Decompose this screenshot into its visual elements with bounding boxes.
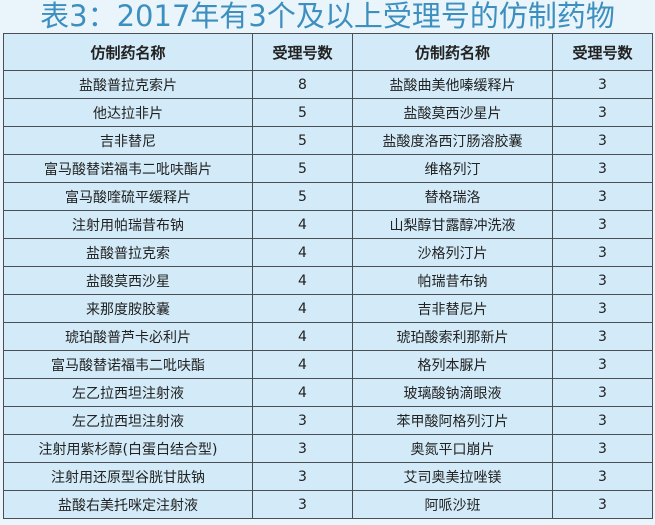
drug-name-cell: 富马酸替诺福韦二吡呋酯片 [3,154,253,183]
count-cell: 4 [252,322,353,351]
drug-name-cell: 盐酸普拉克索片 [3,70,253,99]
count-cell: 3 [552,266,653,295]
drug-name-cell: 注射用帕瑞昔布钠 [3,210,253,239]
header-count: 受理号数 [552,33,653,71]
drug-name-cell: 苯甲酸阿格列汀片 [352,406,553,435]
count-cell: 5 [252,98,353,127]
count-cell: 3 [552,490,653,519]
drug-name-cell: 盐酸莫西沙星 [3,266,253,295]
table-row: 左乙拉西坦注射液 4 玻璃酸钠滴眼液 3 [3,378,653,407]
table-title: 表3：2017年有3个及以上受理号的仿制药物 [40,0,615,33]
drug-name-cell: 艾司奥美拉唑镁 [352,462,553,491]
table-row: 盐酸莫西沙星 4 帕瑞昔布钠 3 [3,266,653,295]
count-cell: 3 [552,350,653,379]
generic-drugs-table: 仿制药名称 受理号数 仿制药名称 受理号数 盐酸普拉克索片 8 盐酸曲美他嗪缓释片 3… [3,33,653,519]
drug-name-cell: 盐酸度洛西汀肠溶胶囊 [352,126,553,155]
drug-name-cell: 盐酸普拉克索 [3,238,253,267]
drug-name-cell: 山梨醇甘露醇冲洗液 [352,210,553,239]
drug-name-cell: 盐酸莫西沙星片 [352,98,553,127]
table-row: 琥珀酸普芦卡必利片 4 琥珀酸索利那新片 3 [3,322,653,351]
count-cell: 3 [552,322,653,351]
count-cell: 3 [552,462,653,491]
drug-name-cell: 琥珀酸普芦卡必利片 [3,322,253,351]
table-row: 富马酸喹硫平缓释片 5 替格瑞洛 3 [3,182,653,211]
drug-name-cell: 他达拉非片 [3,98,253,127]
count-cell: 3 [552,238,653,267]
drug-name-cell: 注射用紫杉醇(白蛋白结合型) [3,434,253,463]
drug-name-cell: 琥珀酸索利那新片 [352,322,553,351]
count-cell: 3 [252,462,353,491]
header-count: 受理号数 [252,33,353,71]
drug-name-cell: 盐酸曲美他嗪缓释片 [352,70,553,99]
table-row: 来那度胺胶囊 4 吉非替尼片 3 [3,294,653,323]
count-cell: 8 [252,70,353,99]
header-drug-name: 仿制药名称 [352,33,553,71]
table-row: 盐酸右美托咪定注射液 3 阿哌沙班 3 [3,490,653,519]
table-row: 左乙拉西坦注射液 3 苯甲酸阿格列汀片 3 [3,406,653,435]
count-cell: 4 [252,378,353,407]
drug-name-cell: 沙格列汀片 [352,238,553,267]
table-row: 富马酸替诺福韦二吡呋酯 4 格列本脲片 3 [3,350,653,379]
drug-name-cell: 格列本脲片 [352,350,553,379]
table-row: 富马酸替诺福韦二吡呋酯片 5 维格列汀 3 [3,154,653,183]
count-cell: 4 [252,350,353,379]
drug-name-cell: 玻璃酸钠滴眼液 [352,378,553,407]
count-cell: 3 [552,154,653,183]
count-cell: 3 [552,434,653,463]
drug-name-cell: 富马酸喹硫平缓释片 [3,182,253,211]
drug-name-cell: 左乙拉西坦注射液 [3,406,253,435]
count-cell: 3 [552,406,653,435]
count-cell: 3 [552,294,653,323]
drug-name-cell: 阿哌沙班 [352,490,553,519]
drug-name-cell: 富马酸替诺福韦二吡呋酯 [3,350,253,379]
count-cell: 5 [252,154,353,183]
table-row: 盐酸普拉克索片 8 盐酸曲美他嗪缓释片 3 [3,70,653,99]
count-cell: 3 [252,406,353,435]
table-row: 注射用还原型谷胱甘肽钠 3 艾司奥美拉唑镁 3 [3,462,653,491]
count-cell: 5 [252,182,353,211]
count-cell: 4 [252,210,353,239]
count-cell: 3 [552,182,653,211]
drug-name-cell: 注射用还原型谷胱甘肽钠 [3,462,253,491]
drug-name-cell: 吉非替尼片 [352,294,553,323]
drug-name-cell: 帕瑞昔布钠 [352,266,553,295]
drug-name-cell: 吉非替尼 [3,126,253,155]
count-cell: 3 [552,70,653,99]
count-cell: 5 [252,126,353,155]
header-drug-name: 仿制药名称 [3,33,253,71]
count-cell: 3 [252,490,353,519]
count-cell: 3 [552,378,653,407]
count-cell: 4 [252,238,353,267]
table-row: 盐酸普拉克索 4 沙格列汀片 3 [3,238,653,267]
table-row: 注射用帕瑞昔布钠 4 山梨醇甘露醇冲洗液 3 [3,210,653,239]
drug-name-cell: 奥氮平口崩片 [352,434,553,463]
count-cell: 3 [252,434,353,463]
drug-name-cell: 来那度胺胶囊 [3,294,253,323]
drug-name-cell: 盐酸右美托咪定注射液 [3,490,253,519]
drug-name-cell: 左乙拉西坦注射液 [3,378,253,407]
table-row: 注射用紫杉醇(白蛋白结合型) 3 奥氮平口崩片 3 [3,434,653,463]
drug-name-cell: 维格列汀 [352,154,553,183]
count-cell: 4 [252,294,353,323]
count-cell: 3 [552,210,653,239]
table-row: 吉非替尼 5 盐酸度洛西汀肠溶胶囊 3 [3,126,653,155]
count-cell: 4 [252,266,353,295]
count-cell: 3 [552,98,653,127]
header-row: 仿制药名称 受理号数 仿制药名称 受理号数 [3,33,653,71]
table-row: 他达拉非片 5 盐酸莫西沙星片 3 [3,98,653,127]
count-cell: 3 [552,126,653,155]
drug-name-cell: 替格瑞洛 [352,182,553,211]
